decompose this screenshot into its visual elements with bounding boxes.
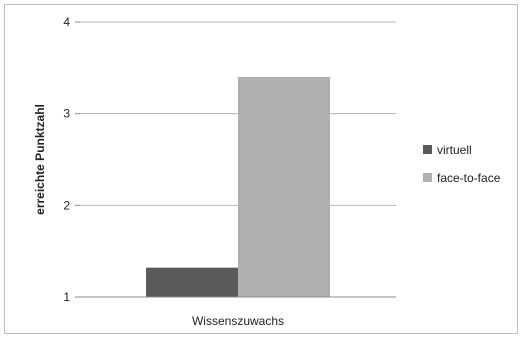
legend-label: virtuell [437,143,472,157]
legend-swatch [423,173,432,182]
y-tick-label: 1 [63,290,70,304]
y-tick-labels: 1 2 3 4 [63,15,70,304]
x-tick-labels: Wissenszuwachs [192,314,284,328]
bar-virtuell [146,267,238,297]
legend: virtuell face-to-face [423,143,501,185]
bar-face-to-face [238,77,330,297]
legend-label: face-to-face [437,171,501,185]
y-tick-label: 4 [63,15,70,29]
y-tick-label: 3 [63,107,70,121]
bars [146,77,330,297]
y-axis-label: erreichte Punktzahl [33,104,47,215]
y-tick-label: 2 [63,198,70,212]
x-tick-label: Wissenszuwachs [192,314,284,328]
gridlines [75,21,396,298]
legend-swatch [423,145,432,154]
